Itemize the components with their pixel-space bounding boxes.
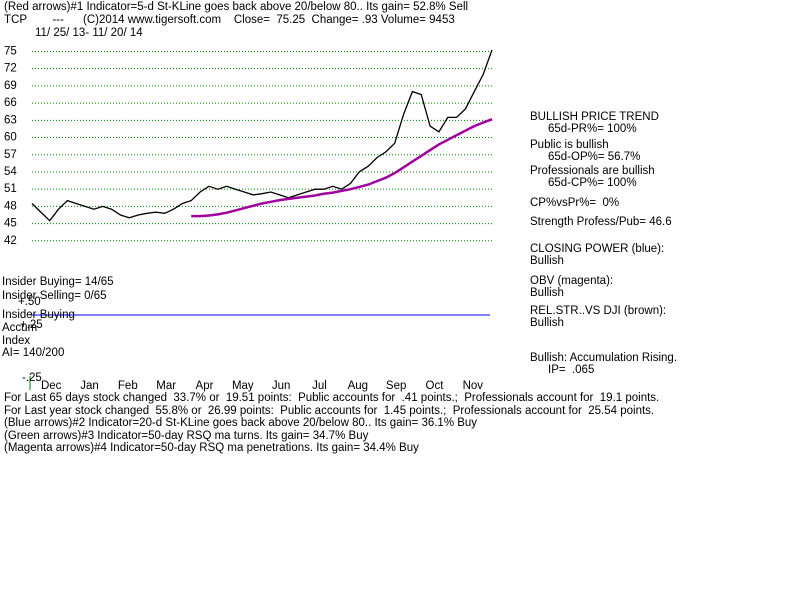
x-tick-label: Sep	[386, 380, 406, 392]
y-tick-label: 69	[4, 80, 17, 92]
price-line	[31, 49, 493, 222]
side-text: OBV (magenta):	[530, 275, 613, 287]
panel-label: Insider Buying	[2, 309, 75, 321]
side-text: Bullish	[530, 317, 564, 329]
x-tick-label: Dec	[41, 380, 62, 392]
x-tick-label: Aug	[348, 380, 368, 392]
footer-line: For Last year stock changed 55.8% or 26.…	[4, 405, 654, 417]
side-text: 65d-OP%= 56.7%	[548, 151, 640, 163]
lower-panel-labels: Insider Buying= 14/65 Insider Selling= 0…	[2, 276, 114, 384]
x-tick-label: Jan	[80, 380, 99, 392]
side-text: REL.STR..VS DJI (brown):	[530, 305, 666, 317]
side-text: Bullish	[530, 287, 564, 299]
y-tick-label: 75	[4, 46, 17, 58]
panel-label: Accum	[2, 322, 37, 334]
side-panel: BULLISH PRICE TREND 65d-PR%= 100% Public…	[530, 111, 677, 376]
panel-label: +.25	[20, 319, 43, 331]
side-text: Bullish: Accumulation Rising.	[530, 352, 677, 364]
y-tick-label: 54	[4, 166, 17, 178]
y-tick-label: 66	[4, 97, 17, 109]
y-tick-label: 60	[4, 132, 17, 144]
side-text: Public is bullish	[530, 139, 609, 151]
x-tick-label: Oct	[426, 380, 445, 392]
x-tick-label: May	[232, 380, 254, 392]
x-tick-label: Apr	[196, 380, 214, 392]
side-text: Professionals are bullish	[530, 165, 655, 177]
y-tick-label: 48	[4, 200, 17, 212]
x-tick-label: Jul	[312, 380, 327, 392]
panel-label: AI= 140/200	[2, 347, 64, 359]
header-line: (Red arrows)#1 Indicator=5-d St-KLine go…	[4, 1, 468, 13]
y-tick-label: 57	[4, 149, 17, 161]
panel-label: Index	[2, 335, 30, 347]
side-text: CP%vsPr%= 0%	[530, 197, 619, 209]
x-tick-label: Jun	[272, 380, 291, 392]
side-text: Bullish	[530, 255, 564, 267]
panel-label: -.25	[22, 372, 42, 384]
footer-line: For Last 65 days stock changed 33.7% or …	[4, 392, 659, 404]
side-text: BULLISH PRICE TREND	[530, 111, 659, 123]
footer-line: (Blue arrows)#2 Indicator=20-d St-KLine …	[4, 417, 477, 429]
header-line: TCP --- (C)2014 www.tigersoft.com Close=…	[4, 14, 455, 26]
y-tick-label: 45	[4, 218, 17, 230]
side-text: 65d-PR%= 100%	[548, 123, 637, 135]
footer-line: (Magenta arrows)#4 Indicator=50-day RSQ …	[4, 442, 419, 454]
y-tick-label: 42	[4, 235, 17, 247]
panel-label: Insider Selling= 0/65	[2, 290, 107, 302]
x-tick-label: Nov	[463, 380, 484, 392]
y-tick-label: 63	[4, 114, 17, 126]
side-text: Strength Profess/Pub= 46.6	[530, 216, 672, 228]
x-tick-label: Mar	[156, 380, 176, 392]
y-tick-label: 72	[4, 63, 17, 75]
x-tick-label: Feb	[118, 380, 138, 392]
panel-label: Insider Buying= 14/65	[2, 276, 114, 288]
side-text: CLOSING POWER (blue):	[530, 243, 664, 255]
footer-line: (Green arrows)#3 Indicator=50-day RSQ ma…	[4, 430, 369, 442]
footer: For Last 65 days stock changed 33.7% or …	[4, 392, 659, 454]
date-range: 11/ 25/ 13- 11/ 20/ 14	[35, 27, 143, 39]
panel-label: +.50	[18, 296, 41, 308]
y-tick-label: 51	[4, 183, 17, 195]
side-text: 65d-CP%= 100%	[548, 177, 637, 189]
side-text: IP= .065	[548, 364, 594, 376]
price-line	[191, 118, 493, 218]
